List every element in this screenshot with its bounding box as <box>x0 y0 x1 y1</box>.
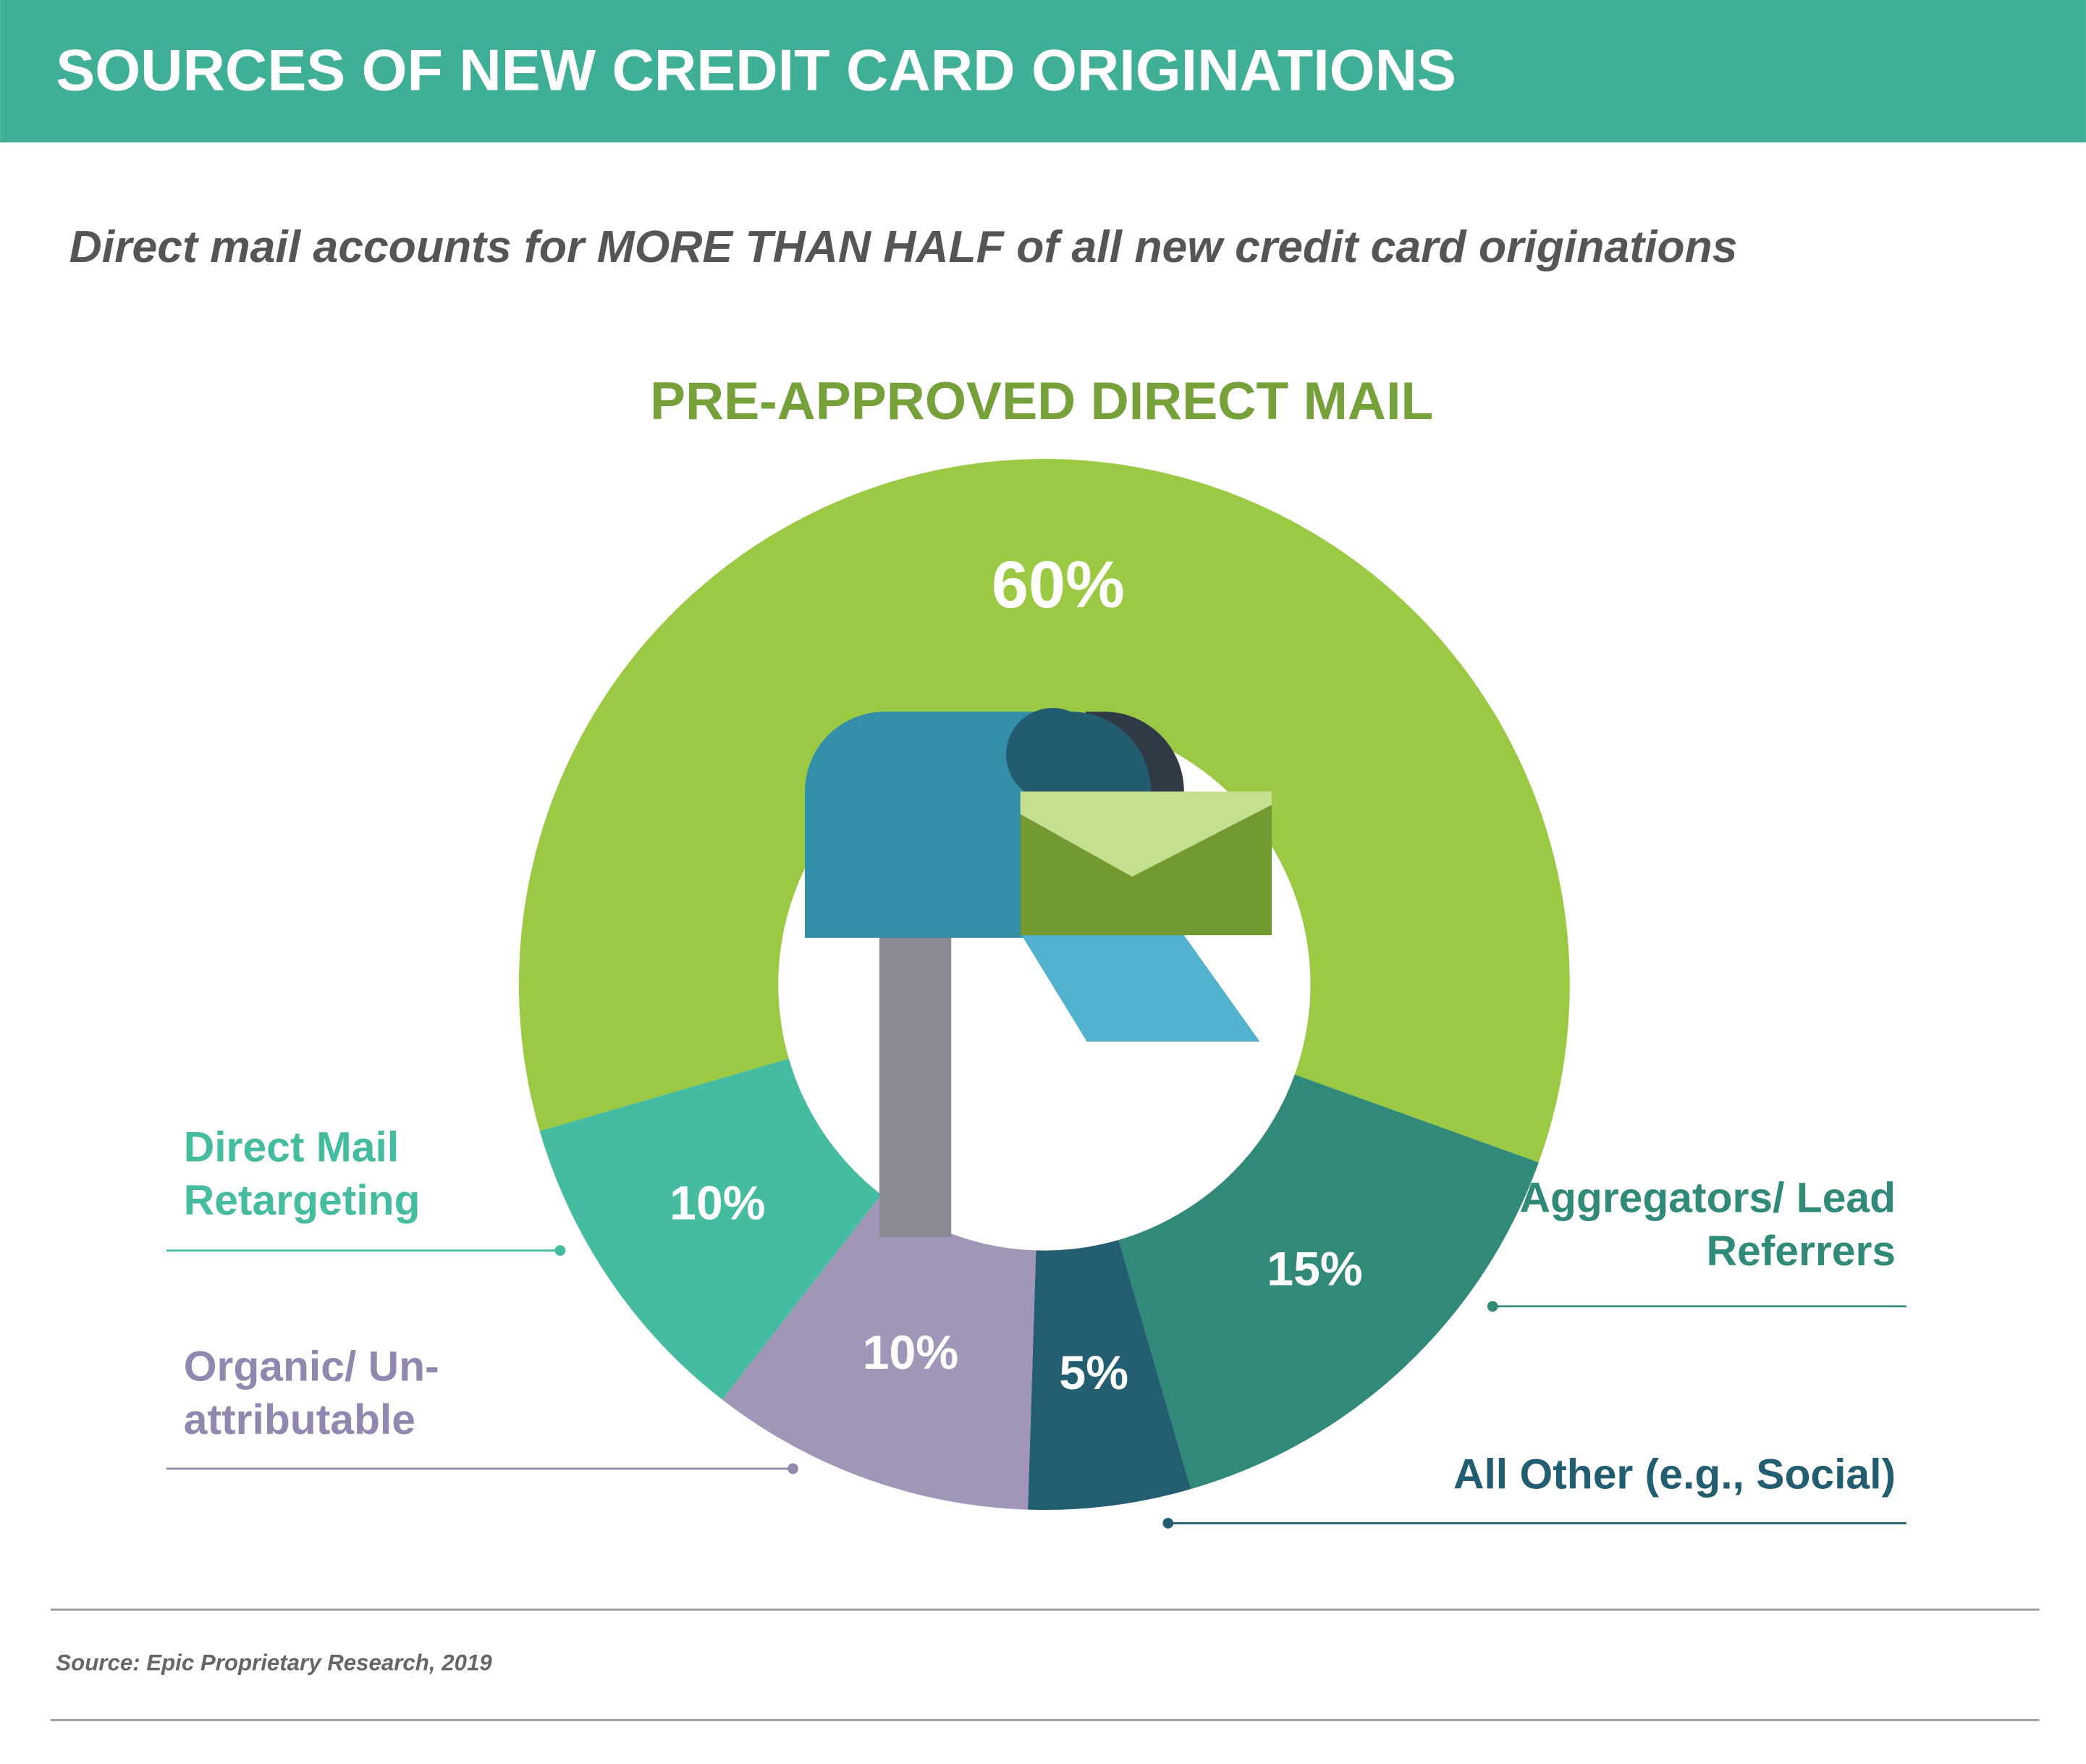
category-label: Direct Mail Retargeting <box>183 1123 421 1224</box>
category-label: All Other (e.g., Social) <box>1453 1450 1896 1498</box>
value-label: 10% <box>863 1326 958 1380</box>
donut-slice <box>1118 1074 1539 1490</box>
donut-slice <box>518 459 1570 1162</box>
value-label: 15% <box>1267 1242 1362 1296</box>
category-label: PRE-APPROVED DIRECT MAIL <box>649 372 1434 431</box>
source: Source: Epic Proprietary Research, 2019 <box>56 1650 492 1675</box>
category-label-box: PRE-APPROVED DIRECT MAIL <box>649 372 1434 431</box>
donut-slice <box>539 1058 882 1400</box>
value-label: 5% <box>1059 1346 1128 1400</box>
header-bar <box>0 0 2086 143</box>
subtitle: Direct mail accounts for MORE THAN HALF … <box>69 221 1738 272</box>
category-label-box: Organic/ Un-attributable <box>183 1342 439 1444</box>
leader-dot <box>787 1463 798 1474</box>
leader-dot <box>554 1245 566 1256</box>
leader-dot <box>1162 1517 1174 1529</box>
donut-slice <box>1028 1239 1191 1510</box>
donut <box>518 459 1570 1510</box>
value-label: 60% <box>992 548 1125 622</box>
mailbox-icon <box>805 708 1272 1238</box>
leader-dot <box>1487 1301 1498 1312</box>
category-label: Aggregators/ Lead Referrers <box>1519 1173 1896 1275</box>
category-label-box: Aggregators/ Lead Referrers <box>1519 1173 1896 1275</box>
category-label-box: Direct Mail Retargeting <box>183 1123 421 1224</box>
category-label: Organic/ Un-attributable <box>183 1342 439 1444</box>
donut-slice <box>722 1194 1036 1510</box>
value-label: 10% <box>670 1176 765 1230</box>
header-title: SOURCES OF NEW CREDIT CARD ORIGINATIONS <box>56 38 1456 103</box>
category-label-box: All Other (e.g., Social) <box>1453 1450 1896 1498</box>
